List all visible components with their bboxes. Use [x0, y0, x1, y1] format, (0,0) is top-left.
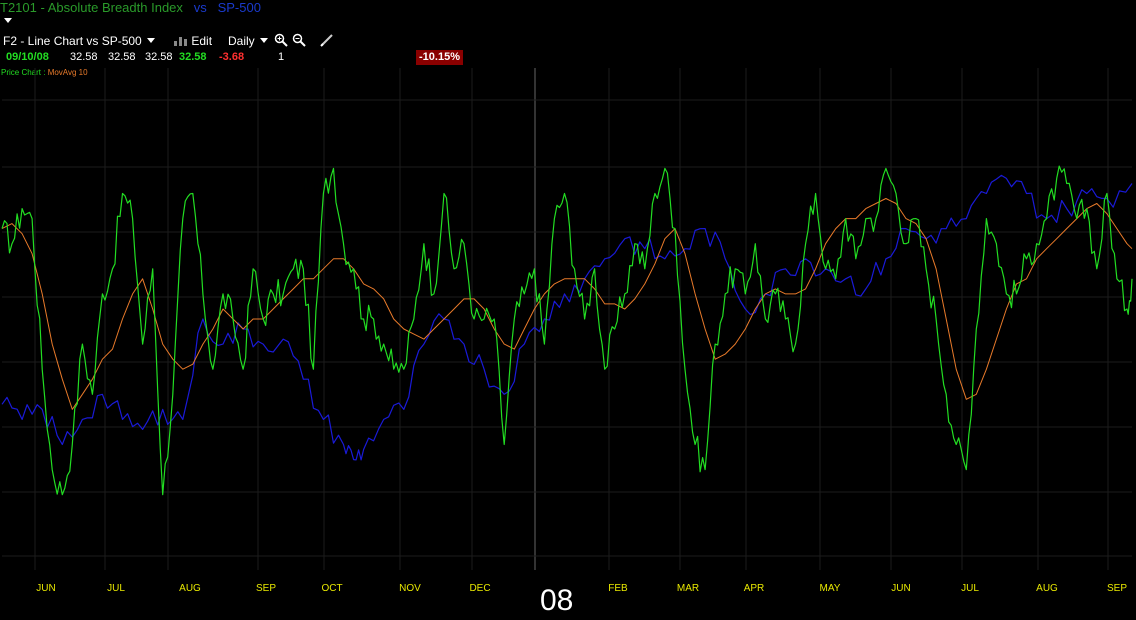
chevron-down-icon — [146, 38, 155, 43]
quote-low: 32.58 — [145, 51, 173, 63]
series-line-price — [1, 165, 1133, 496]
chart-legend: Price Chart : MovAvg 10 — [1, 68, 88, 77]
x-tick-label: MAY — [820, 583, 841, 594]
x-tick-label: JUN — [36, 583, 55, 594]
compare-symbol: SP-500 — [217, 0, 261, 15]
x-tick-label: JUL — [107, 583, 125, 594]
x-tick-label: SEP — [256, 583, 276, 594]
chart-selector[interactable]: F2 - Line Chart vs SP-500 — [3, 33, 155, 49]
x-tick-label: FEB — [608, 583, 628, 594]
x-tick-label: AUG — [179, 583, 201, 594]
legend-movavg: MovAvg 10 — [47, 68, 88, 77]
x-tick-label: OCT — [321, 583, 342, 594]
symbol-code: T2101 — [0, 0, 37, 15]
title-dash: - — [40, 0, 45, 15]
title-menu-caret[interactable] — [4, 18, 12, 23]
quote-percent-badge: -10.15% — [416, 50, 463, 65]
quote-change: -3.68 — [219, 51, 245, 63]
vs-label: vs — [193, 0, 207, 15]
edit-label: Edit — [191, 34, 213, 48]
quote-date: 09/10/08 — [6, 51, 49, 63]
x-tick-label: NOV — [399, 583, 421, 594]
period-selector[interactable]: Daily — [228, 33, 268, 49]
quote-volume: 1 — [278, 51, 285, 63]
pencil-icon[interactable] — [320, 33, 334, 51]
quote-open: 32.58 — [70, 51, 98, 63]
year-label: 08 — [540, 584, 574, 617]
series-line-movavg — [1, 198, 1133, 410]
legend-price: Price Chart — [1, 68, 42, 77]
chart-title: T2101 - Absolute Breadth Index vs SP-500 — [0, 0, 261, 16]
x-tick-label: JUN — [891, 583, 910, 594]
legend-sep: : — [41, 68, 48, 77]
index-name: Absolute Breadth Index — [47, 0, 183, 15]
x-tick-label: MAR — [677, 583, 699, 594]
series-line-sp500 — [1, 174, 1133, 461]
x-tick-label: SEP — [1107, 583, 1127, 594]
x-tick-label: DEC — [469, 583, 490, 594]
zoom-in-icon[interactable] — [274, 33, 288, 51]
quote-high: 32.58 — [108, 51, 136, 63]
x-tick-label: JUL — [961, 583, 979, 594]
bar-chart-icon — [174, 36, 188, 46]
chart-selector-label: F2 - Line Chart vs SP-500 — [3, 34, 142, 48]
edit-button[interactable]: Edit — [174, 33, 212, 49]
zoom-out-icon[interactable] — [292, 33, 306, 51]
chevron-down-icon — [259, 38, 268, 43]
x-tick-label: APR — [744, 583, 765, 594]
period-label: Daily — [228, 34, 255, 48]
x-tick-label: AUG — [1036, 583, 1058, 594]
quote-last: 32.58 — [179, 51, 207, 63]
